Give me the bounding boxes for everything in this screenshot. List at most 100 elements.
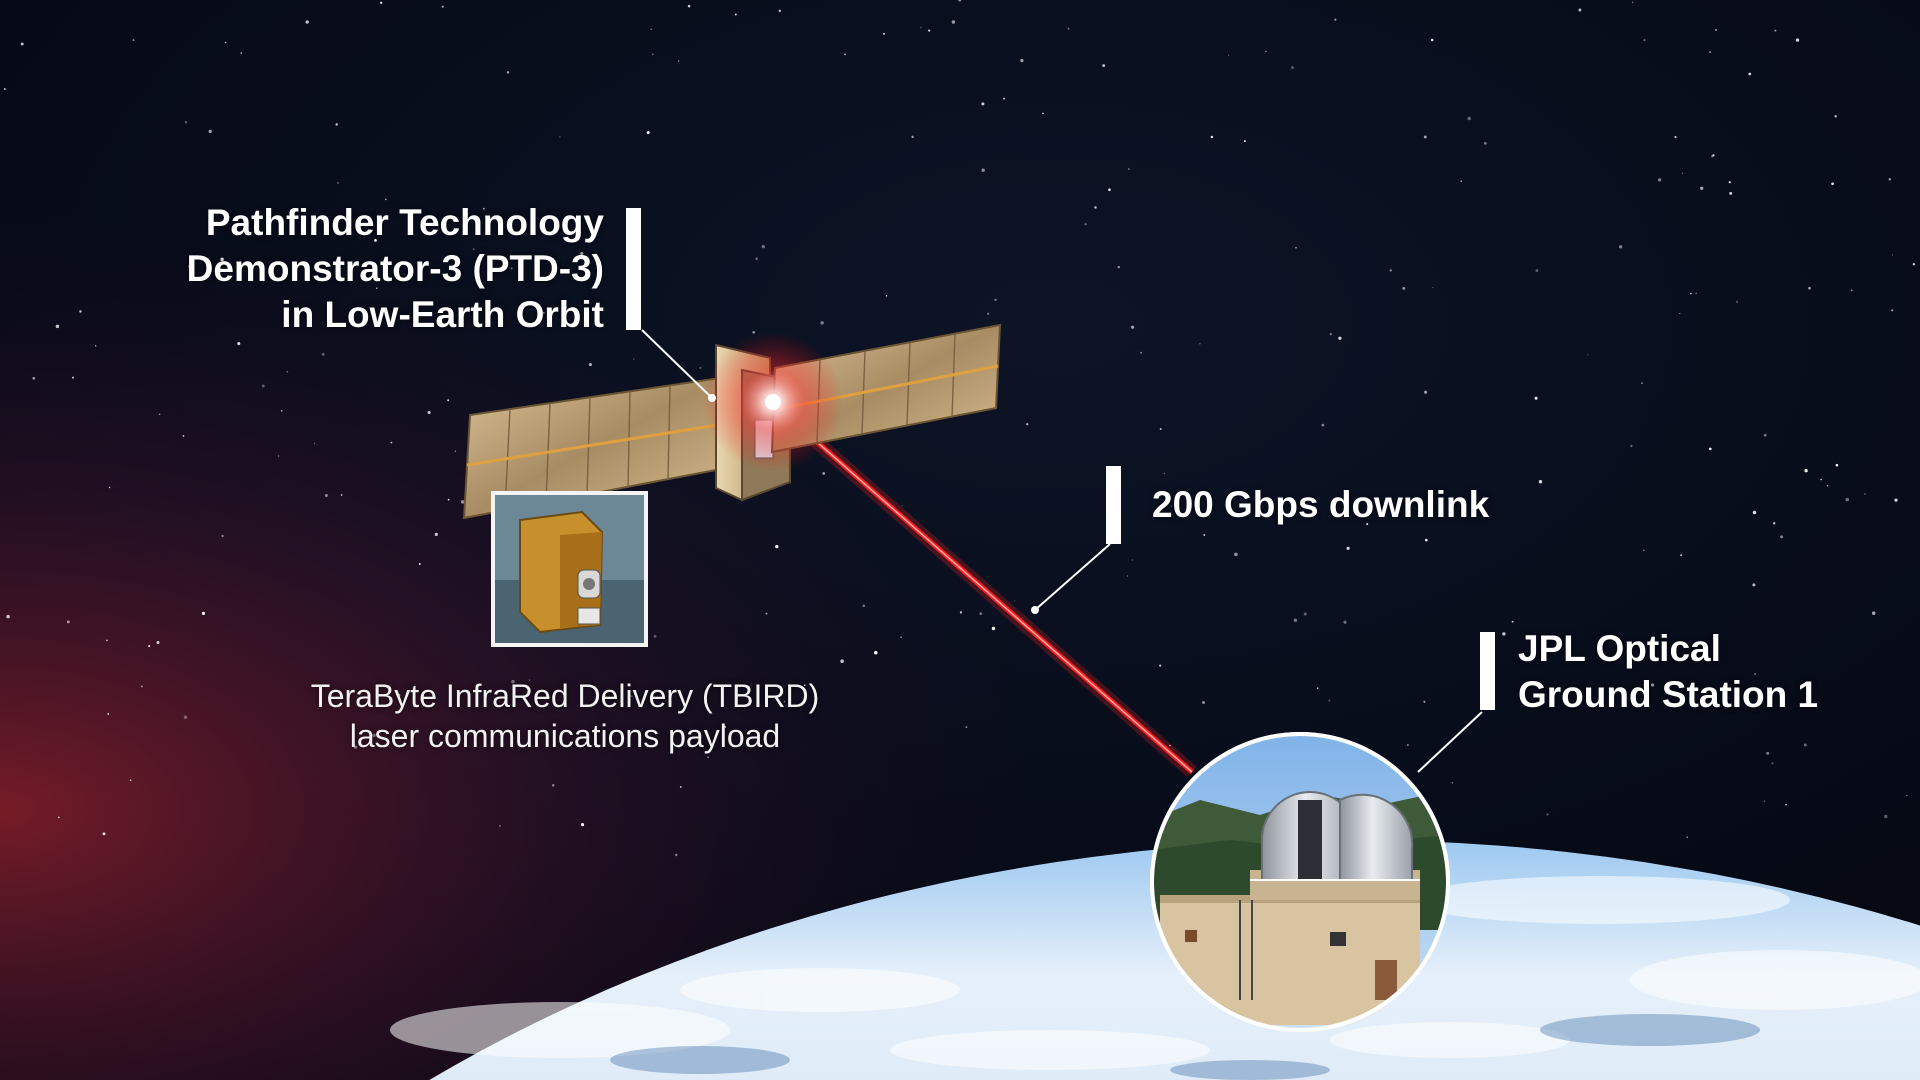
- star: [1108, 188, 1111, 192]
- star: [1763, 433, 1767, 437]
- star: [1290, 66, 1294, 70]
- star: [588, 363, 592, 367]
- star: [108, 486, 111, 489]
- star: [1679, 313, 1681, 315]
- star: [1303, 612, 1307, 616]
- star: [499, 825, 501, 827]
- star: [1831, 182, 1834, 186]
- star: [874, 650, 878, 655]
- star: [1084, 223, 1087, 226]
- star: [1864, 493, 1866, 495]
- star: [460, 500, 465, 504]
- star: [1402, 287, 1406, 290]
- star: [1618, 245, 1623, 249]
- star: [1329, 332, 1332, 336]
- star: [188, 265, 191, 268]
- star: [755, 257, 758, 260]
- star: [506, 71, 510, 74]
- star: [1467, 116, 1471, 121]
- star: [224, 41, 227, 44]
- star: [1202, 701, 1205, 704]
- star: [820, 321, 824, 325]
- downlink-label-bar: [1106, 466, 1121, 544]
- star: [699, 366, 702, 369]
- star: [1546, 813, 1549, 816]
- star: [981, 168, 985, 172]
- star: [237, 342, 241, 346]
- star: [102, 832, 106, 836]
- star: [862, 604, 866, 608]
- star: [1851, 289, 1853, 292]
- star: [911, 135, 914, 139]
- star: [822, 472, 826, 475]
- star: [1346, 546, 1350, 550]
- star: [57, 816, 60, 819]
- star: [646, 131, 650, 135]
- star: [1334, 18, 1337, 21]
- ground-station-label-line-1: JPL Optical: [1518, 628, 1721, 669]
- star: [1293, 618, 1298, 622]
- star: [1538, 479, 1543, 484]
- star: [1774, 29, 1777, 32]
- star: [374, 239, 377, 242]
- star: [184, 121, 188, 124]
- star: [1117, 265, 1121, 269]
- star: [451, 217, 453, 219]
- star: [1729, 191, 1733, 195]
- star: [447, 498, 450, 501]
- star: [1820, 478, 1822, 481]
- star: [1754, 673, 1757, 676]
- star: [1042, 112, 1044, 115]
- satellite-label: Pathfinder Technology Demonstrator-3 (PT…: [187, 200, 604, 338]
- star: [1674, 135, 1677, 139]
- star: [277, 455, 280, 457]
- star: [340, 494, 343, 496]
- payload-caption-line-1: TeraByte InfraRed Delivery (TBIRD): [310, 678, 820, 714]
- star: [1631, 1, 1634, 3]
- star: [1715, 28, 1717, 31]
- star: [1432, 286, 1434, 289]
- star: [653, 634, 657, 638]
- star: [1686, 836, 1689, 839]
- star: [1483, 142, 1487, 145]
- star: [778, 9, 782, 13]
- star: [335, 123, 338, 126]
- star: [679, 786, 682, 788]
- star: [221, 534, 224, 538]
- star: [1423, 135, 1427, 139]
- star: [280, 409, 283, 412]
- star: [1534, 396, 1538, 400]
- star: [1159, 428, 1162, 430]
- star: [677, 60, 680, 62]
- star: [765, 612, 768, 615]
- star: [1338, 336, 1342, 340]
- satellite-label-bar: [626, 208, 641, 330]
- star: [1131, 559, 1133, 561]
- star: [482, 207, 485, 210]
- star: [1700, 186, 1704, 190]
- star: [1804, 469, 1808, 473]
- star: [1752, 583, 1756, 587]
- star: [1366, 523, 1369, 526]
- star: [376, 287, 378, 289]
- ground-station-label-line-2: Ground Station 1: [1518, 674, 1819, 715]
- star: [1736, 300, 1739, 303]
- star: [1578, 8, 1582, 12]
- star: [1808, 286, 1811, 290]
- star: [1424, 390, 1428, 394]
- star: [633, 358, 635, 360]
- star: [1343, 620, 1347, 624]
- star: [1690, 292, 1692, 295]
- star: [1067, 27, 1070, 30]
- star: [148, 645, 151, 648]
- star: [20, 42, 24, 46]
- star: [1826, 485, 1829, 487]
- star: [1430, 38, 1434, 42]
- star: [1243, 140, 1246, 143]
- star: [979, 612, 983, 615]
- star: [724, 725, 727, 728]
- star: [900, 636, 903, 639]
- star: [1641, 382, 1643, 385]
- star: [1102, 64, 1106, 68]
- star: [1128, 168, 1130, 170]
